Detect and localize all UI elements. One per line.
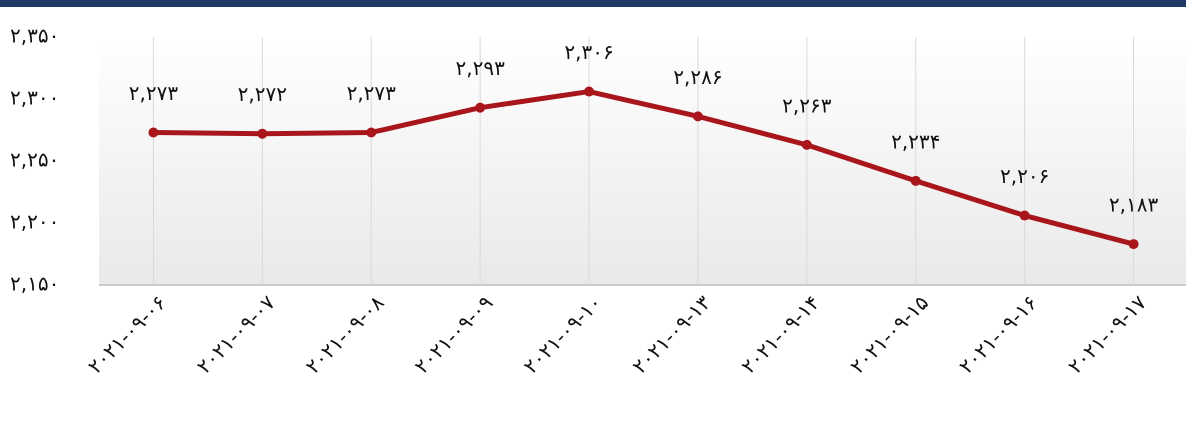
x-tick-label: ۲۰۲۱-۰۹-۰۷ [192,290,280,378]
y-tick-label: ۲,۱۵۰ [10,272,59,296]
data-label: ۲,۲۰۶ [1000,164,1049,188]
plot-area [99,37,1186,285]
y-tick-label: ۲,۲۰۰ [10,210,59,234]
x-tick-label: ۲۰۲۱-۰۹-۱۵ [845,290,933,378]
y-tick-label: ۲,۳۵۰ [10,24,59,48]
series-line [153,89,1135,247]
data-point [584,86,595,97]
data-point [257,128,268,139]
y-tick-label: ۲,۳۰۰ [10,86,59,110]
y-tick-label: ۲,۲۵۰ [10,148,59,172]
data-label: ۲,۲۷۲ [238,82,287,106]
data-point [1128,239,1139,250]
x-tick-label: ۲۰۲۱-۰۹-۱۳ [627,290,715,378]
data-point [910,175,921,186]
x-tick-label: ۲۰۲۱-۰۹-۱۶ [954,290,1042,378]
data-point [475,102,486,113]
top-bar [0,0,1186,7]
data-label: ۲,۲۷۳ [347,81,397,105]
data-point [1019,210,1030,221]
data-label: ۲,۲۳۴ [891,129,940,153]
x-tick-label: ۲۰۲۱-۰۹-۰۹ [410,290,498,378]
data-label: ۲,۳۰۶ [564,40,613,64]
data-label: ۲,۲۸۶ [673,65,722,89]
data-point [366,127,377,138]
x-tick-label: ۲۰۲۱-۰۹-۰۸ [301,290,389,378]
x-tick-label: ۲۰۲۱-۰۹-۱۷ [1063,290,1151,378]
data-label: ۲,۲۷۳ [129,81,179,105]
data-point [801,139,812,150]
data-label: ۲,۲۶۳ [782,93,832,117]
data-point [692,111,703,122]
x-tick-label: ۲۰۲۱-۰۹-۱۰ [519,290,607,378]
data-label: ۲,۲۹۳ [455,56,505,80]
x-tick-label: ۲۰۲۱-۰۹-۱۴ [736,290,824,378]
data-label: ۲,۱۸۳ [1109,193,1159,217]
data-point [148,127,159,138]
x-tick-label: ۲۰۲۱-۰۹-۰۶ [83,290,171,378]
